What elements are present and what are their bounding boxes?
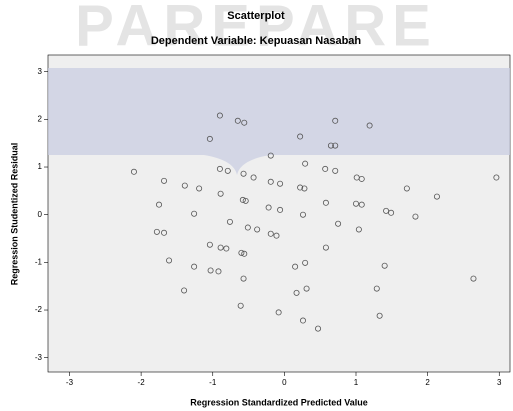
x-tick-label: 3 [497,378,502,387]
y-axis-label: Regression Studentized Residual [9,143,19,286]
x-tick-label: 0 [282,378,287,387]
y-tick-label: 1 [38,162,43,171]
x-tick-label: 2 [425,378,430,387]
y-tick-label: -2 [35,305,43,314]
chart-subtitle: Dependent Variable: Kepuasan Nasabah [151,35,362,47]
x-tick-label: -3 [66,378,74,387]
watermark: PAREPARE [75,0,437,58]
x-tick-label: -2 [138,378,146,387]
x-axis-label: Regression Standardized Predicted Value [190,397,368,407]
chart: PAREPARE Scatterplot Dependent Variable:… [0,0,513,411]
y-tick-label: 0 [38,210,43,219]
x-tick-label: 1 [354,378,359,387]
y-tick-label: -3 [35,353,43,362]
page: {"watermark": "PAREPARE", "chart_data": … [0,0,513,411]
y-tick-label: -1 [35,257,43,266]
y-tick-label: 3 [38,67,43,76]
chart-title: Scatterplot [227,10,285,22]
y-tick-label: 2 [38,114,43,123]
x-tick-label: -1 [209,378,217,387]
